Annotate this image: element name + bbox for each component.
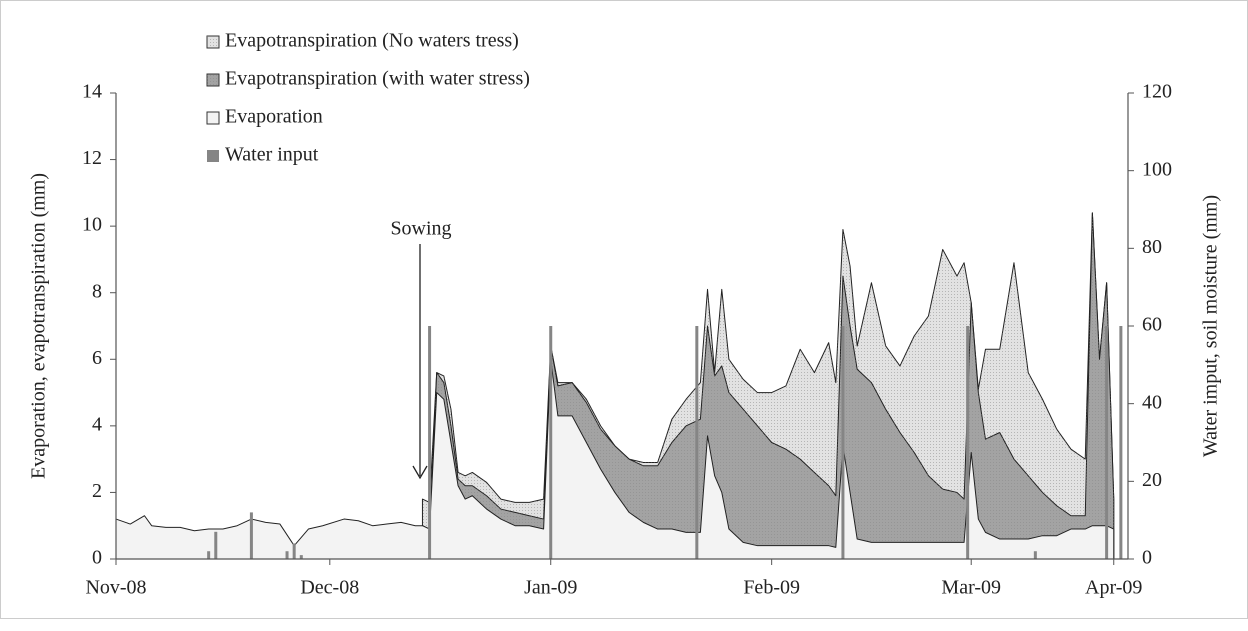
bar: [285, 551, 289, 559]
bar: [207, 551, 211, 559]
bar: [299, 555, 303, 559]
x-tick-label: Mar-09: [941, 577, 1001, 599]
bar: [1105, 326, 1109, 559]
y-tick-label: 4: [92, 413, 102, 435]
legend-label: Water input: [225, 144, 319, 166]
y2-tick-label: 0: [1142, 547, 1152, 569]
legend-texture: [207, 74, 219, 86]
y-tick-label: 8: [92, 280, 102, 302]
legend-swatch: [207, 150, 219, 162]
y2-tick-label: 120: [1142, 81, 1172, 103]
plot-area: [115, 212, 1123, 560]
bar: [1033, 551, 1037, 559]
bar: [214, 531, 218, 559]
legend-label: Evapotranspiration (with water stress): [225, 68, 530, 90]
annotation-arrowhead: [412, 465, 428, 480]
x-tick-label: Nov-08: [85, 577, 146, 599]
bar: [695, 326, 699, 559]
annotation: Sowing: [390, 218, 451, 240]
legend-texture: [207, 36, 219, 48]
bar: [841, 326, 845, 559]
bar: [1119, 326, 1123, 559]
y2-tick-label: 100: [1142, 158, 1172, 180]
y2-tick-label: 80: [1142, 236, 1162, 258]
legend-label: Evapotranspiration (No waters tress): [225, 30, 519, 52]
y-tick-label: 2: [92, 480, 102, 502]
bar: [249, 512, 253, 559]
legend-label: Evaporation: [225, 106, 323, 128]
y-axis-label: Evaporation, evapotranspiration (mm): [28, 173, 50, 479]
y2-tick-label: 60: [1142, 314, 1162, 336]
y2-axis-label: Water imput, soil moisture (mm): [1200, 195, 1222, 457]
y-tick-label: 14: [82, 81, 102, 103]
x-tick-label: Apr-09: [1085, 577, 1142, 599]
bar: [428, 326, 432, 559]
y-tick-label: 6: [92, 347, 102, 369]
y-tick-label: 10: [82, 214, 102, 236]
x-tick-label: Jan-09: [524, 577, 577, 599]
x-tick-label: Feb-09: [743, 577, 800, 599]
y2-tick-label: 40: [1142, 391, 1162, 413]
y-tick-label: 12: [82, 147, 102, 169]
bar: [549, 326, 553, 559]
y-tick-label: 0: [92, 547, 102, 569]
bar: [966, 326, 970, 559]
y2-tick-label: 20: [1142, 469, 1162, 491]
x-tick-label: Dec-08: [300, 577, 359, 599]
legend-swatch: [206, 111, 220, 125]
bar: [292, 543, 296, 559]
